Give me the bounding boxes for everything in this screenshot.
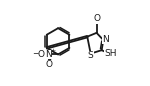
- Text: O: O: [37, 50, 44, 59]
- Text: N: N: [102, 35, 109, 44]
- Text: SH: SH: [105, 49, 117, 58]
- Text: −: −: [32, 50, 38, 58]
- Text: S: S: [87, 51, 93, 60]
- Text: O: O: [93, 14, 100, 23]
- Text: N: N: [45, 50, 52, 59]
- Text: +: +: [50, 48, 56, 53]
- Text: O: O: [45, 60, 52, 69]
